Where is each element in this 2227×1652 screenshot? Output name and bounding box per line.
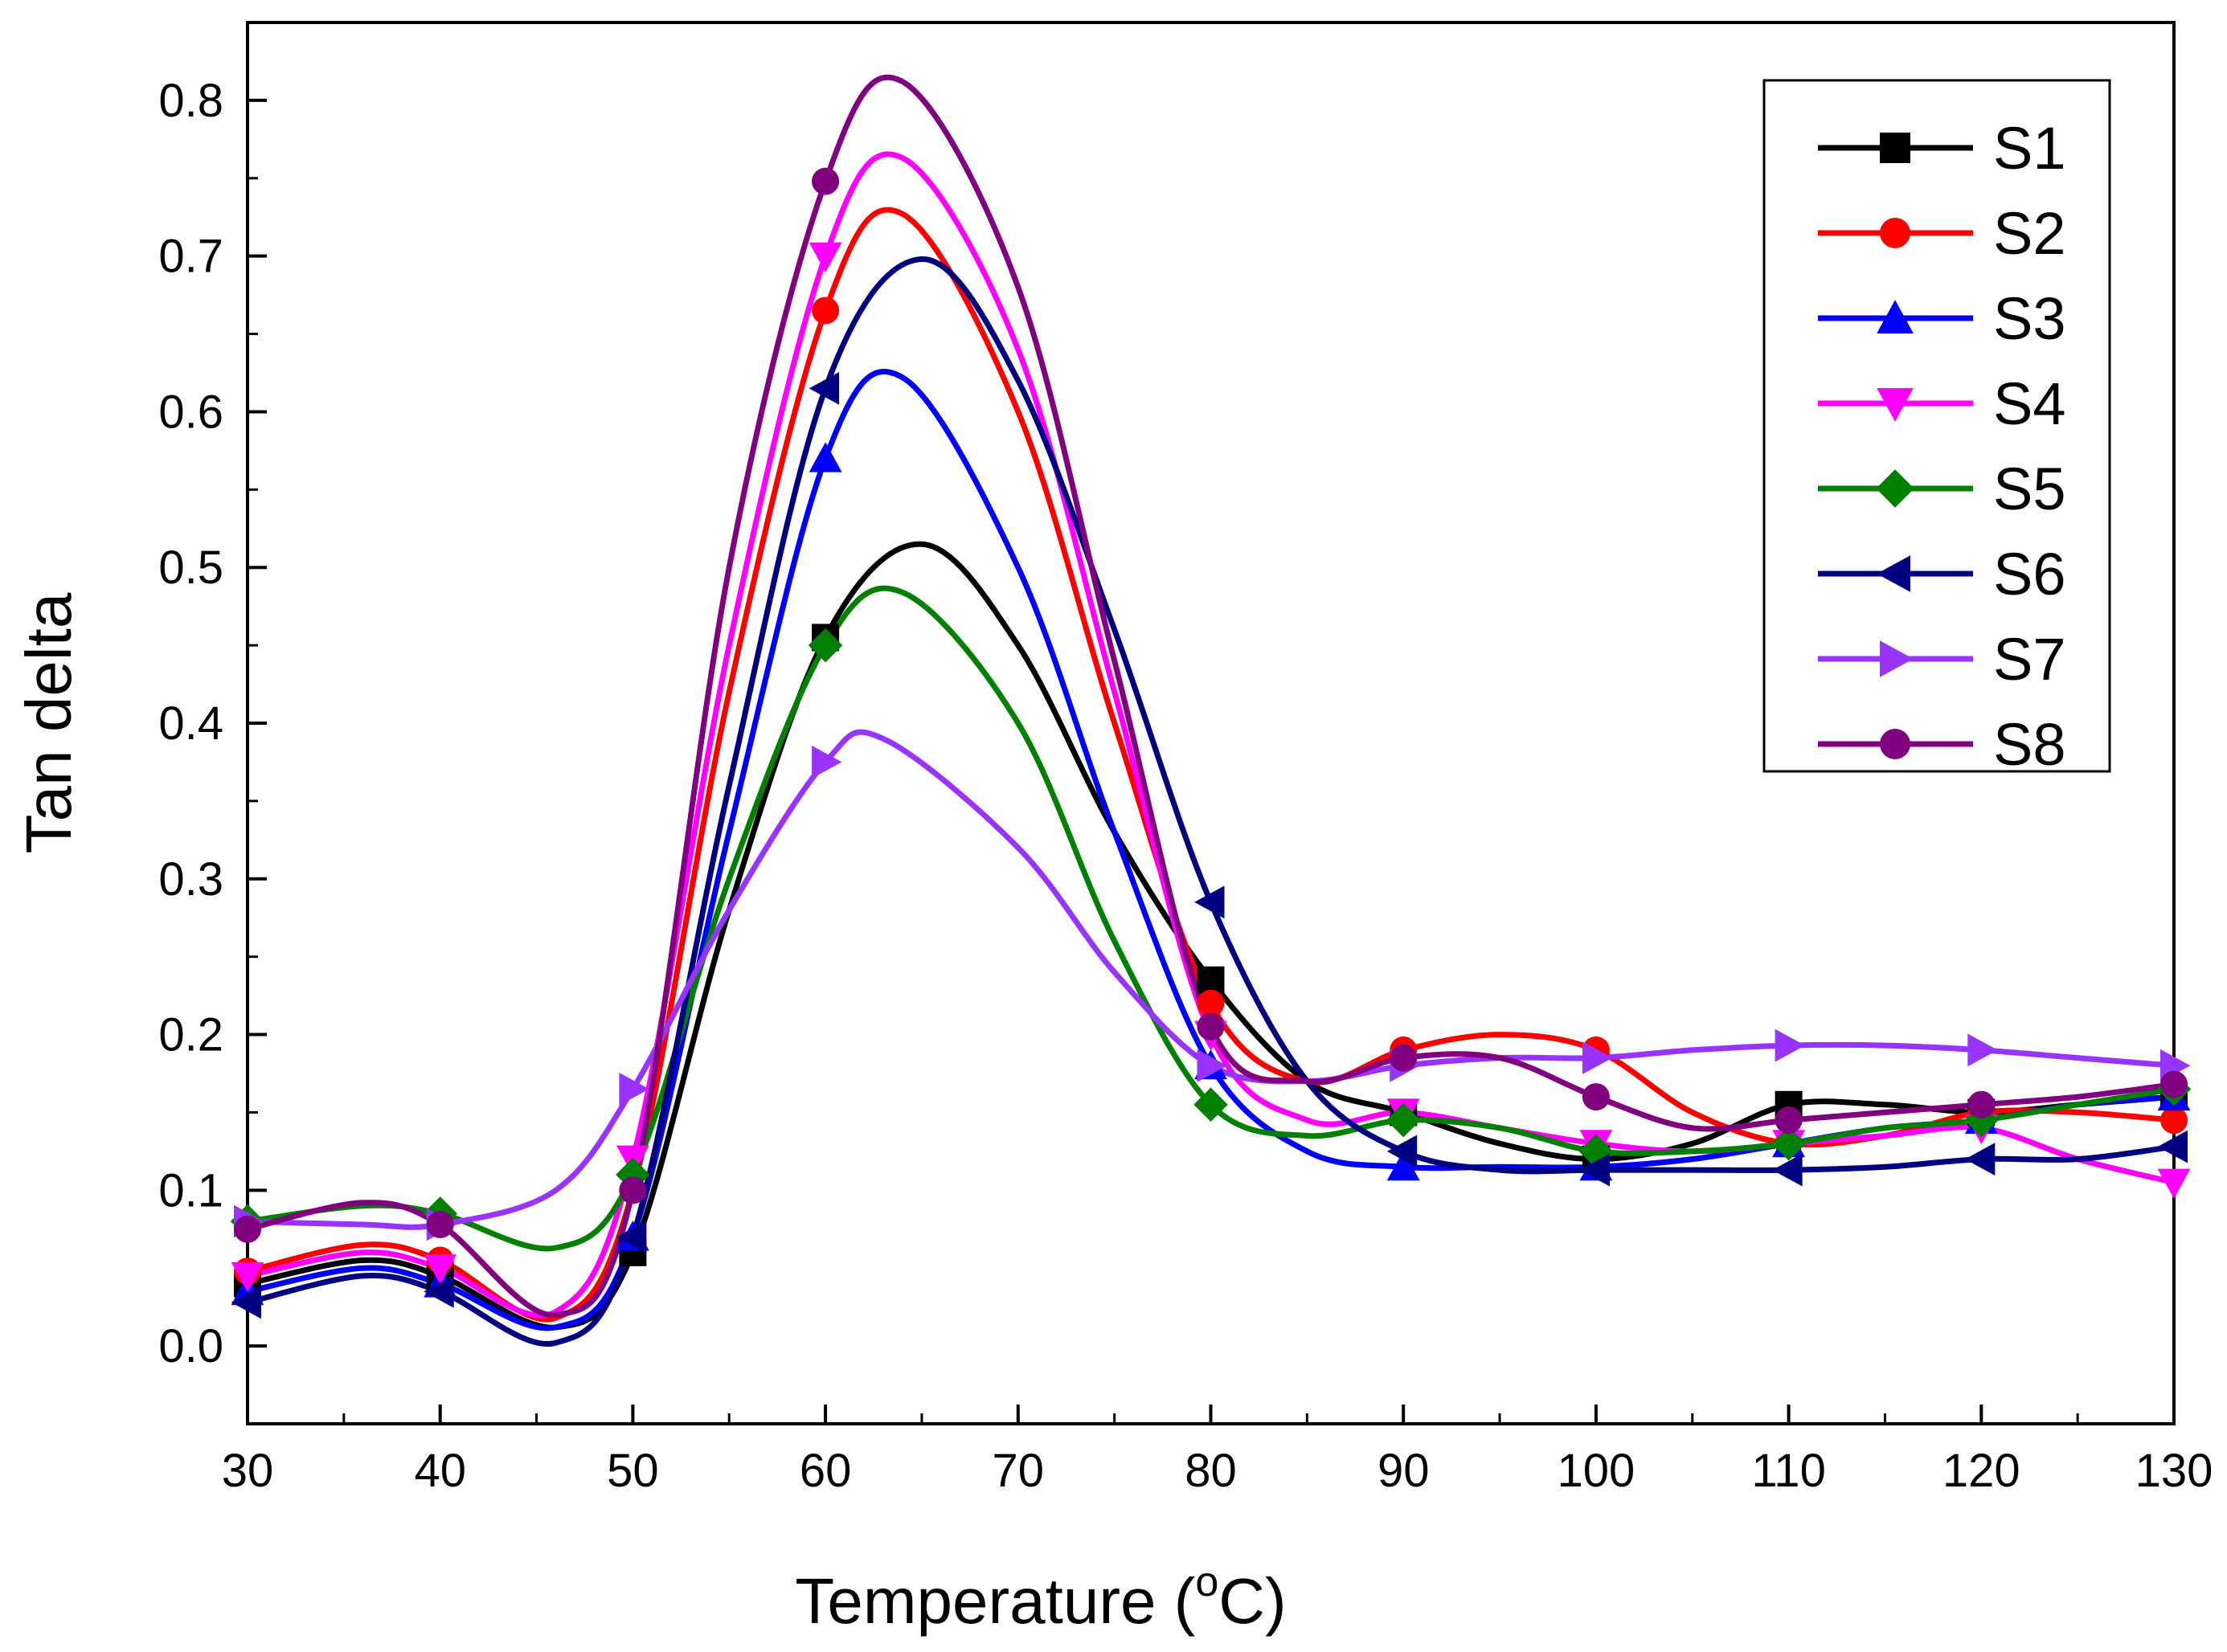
- data-point-s6: [424, 1274, 454, 1308]
- legend-marker-s3: [1877, 300, 1914, 333]
- data-point-s8: [1197, 1012, 1225, 1041]
- data-point-s2: [2160, 1106, 2188, 1135]
- y-tick-label: 0.4: [158, 697, 223, 750]
- x-tick-label: 80: [1185, 1445, 1237, 1497]
- x-tick-label: 70: [993, 1445, 1045, 1497]
- y-tick-label: 0.2: [158, 1009, 223, 1061]
- data-point-s8: [234, 1215, 261, 1243]
- legend-label-s7: S7: [1993, 626, 2066, 693]
- series-line-s5: [248, 585, 2174, 1252]
- y-tick-label: 0.1: [158, 1164, 223, 1217]
- legend-label-s3: S3: [1993, 285, 2066, 352]
- data-point-s8: [1967, 1090, 1996, 1118]
- data-point-s7: [1775, 1028, 1805, 1062]
- data-point-s7: [1967, 1033, 1998, 1067]
- data-point-s6: [616, 1221, 647, 1253]
- series-line-s7: [248, 729, 2174, 1230]
- x-tick-label: 60: [800, 1445, 852, 1497]
- y-tick-label: 0.6: [158, 386, 223, 438]
- data-point-s4: [231, 1261, 264, 1293]
- data-point-s6: [1772, 1153, 1803, 1187]
- data-point-s6: [809, 372, 840, 405]
- legend-marker-s5: [1876, 469, 1914, 508]
- data-point-s8: [2160, 1070, 2188, 1098]
- legend-label-s2: S2: [1993, 200, 2066, 267]
- data-point-s6: [231, 1286, 261, 1319]
- data-point-s8: [812, 167, 840, 195]
- data-point-s4: [2157, 1168, 2191, 1199]
- data-point-s3: [809, 442, 842, 472]
- x-tick-label: 90: [1378, 1445, 1430, 1497]
- data-point-s7: [1582, 1041, 1613, 1074]
- y-axis: 0.0 0.1 0.2 0.3 0.4 0.5 0.6 0.7 0.8: [158, 21, 267, 1425]
- data-point-s8: [1582, 1083, 1610, 1111]
- x-tick-label: 120: [1942, 1445, 2020, 1497]
- data-point-s5: [1771, 1127, 1806, 1161]
- data-point-s8: [426, 1210, 454, 1238]
- legend-marker-s6: [1877, 555, 1910, 592]
- legend-marker-s1: [1880, 133, 1910, 163]
- data-point-s2: [1197, 989, 1225, 1017]
- y-tick-label: 0.5: [158, 542, 223, 594]
- legend-label-s8: S8: [1993, 711, 2066, 778]
- data-point-s7: [812, 746, 842, 779]
- x-tick-label: 100: [1558, 1445, 1635, 1497]
- data-point-s2: [812, 296, 840, 325]
- y-tick-label: 0.0: [158, 1320, 223, 1372]
- data-point-s5: [1386, 1102, 1421, 1138]
- data-point-s6: [2157, 1130, 2188, 1163]
- data-point-s4: [424, 1254, 457, 1285]
- data-point-s5: [808, 628, 843, 663]
- data-point-s5: [1193, 1087, 1228, 1122]
- data-point-s4: [809, 242, 842, 273]
- legend: S1 S2 S3 S4 S5 S6 S7 S8: [1762, 79, 2111, 778]
- y-tick-label: 0.3: [158, 853, 223, 906]
- legend-marker-s7: [1880, 640, 1914, 677]
- data-point-s3: [1386, 1150, 1420, 1181]
- series-line-s8: [248, 74, 2174, 1318]
- x-tick-label: 110: [1751, 1445, 1825, 1497]
- data-point-s6: [1194, 885, 1225, 919]
- series-markers: [230, 167, 2192, 1319]
- legend-label-s4: S4: [1993, 370, 2066, 437]
- data-point-s1: [1197, 966, 1225, 994]
- legend-label-s1: S1: [1993, 115, 2066, 182]
- x-tick-label: 130: [2135, 1445, 2213, 1497]
- x-axis-title-superscript: o: [1195, 1559, 1218, 1605]
- data-point-s8: [1775, 1106, 1803, 1135]
- y-axis-title: Tan delta: [13, 592, 84, 853]
- data-point-s8: [619, 1176, 647, 1204]
- x-axis-title-unit: C): [1218, 1565, 1286, 1637]
- data-point-s6: [1964, 1143, 1996, 1176]
- legend-label-s5: S5: [1993, 456, 2066, 522]
- data-point-s8: [1390, 1044, 1418, 1072]
- x-tick-label: 50: [607, 1445, 659, 1497]
- x-axis-title: Temperature (oC): [795, 1559, 1286, 1637]
- x-tick-label: 30: [222, 1445, 274, 1497]
- x-axis: 30 40 50 60 70 80 90 100 110 120 130: [222, 1405, 2213, 1497]
- y-tick-label: 0.8: [158, 75, 223, 127]
- data-point-s6: [1579, 1153, 1610, 1187]
- data-point-s7: [619, 1073, 649, 1106]
- legend-marker-s8: [1880, 729, 1910, 759]
- legend-marker-s4: [1877, 388, 1914, 422]
- data-point-s7: [1197, 1049, 1227, 1082]
- data-point-s6: [1386, 1135, 1418, 1168]
- y-tick-label: 0.7: [158, 231, 223, 283]
- legend-marker-s2: [1880, 218, 1910, 248]
- x-tick-label: 40: [414, 1445, 466, 1497]
- legend-label-s6: S6: [1993, 541, 2066, 607]
